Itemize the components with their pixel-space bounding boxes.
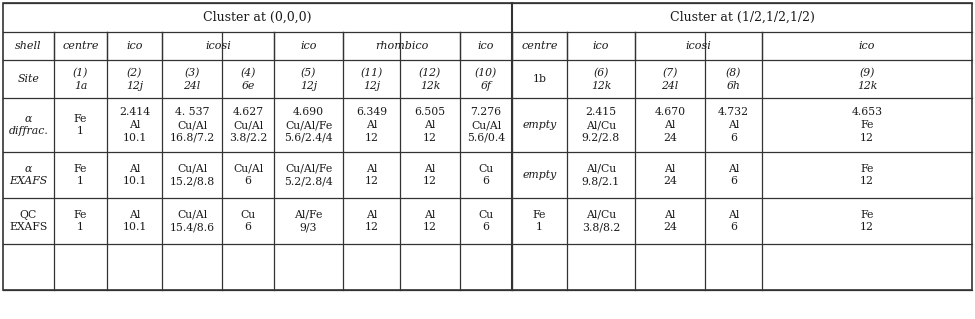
Text: Fe
1: Fe 1	[74, 114, 87, 137]
Text: (7)
24l: (7) 24l	[661, 67, 679, 91]
Text: 6.505
Al
12: 6.505 Al 12	[414, 107, 446, 143]
Text: Cu
6: Cu 6	[479, 210, 493, 233]
Text: 4.690
Cu/Al/Fe
5.6/2.4/4: 4.690 Cu/Al/Fe 5.6/2.4/4	[284, 107, 332, 143]
Text: empty: empty	[523, 120, 557, 130]
Text: (3)
24l: (3) 24l	[183, 67, 201, 91]
Bar	[3, 3, 972, 290]
Text: Cu/Al/Fe
5.2/2.8/4: Cu/Al/Fe 5.2/2.8/4	[284, 164, 332, 186]
Text: (10)
6f: (10) 6f	[475, 67, 497, 91]
Text: Cu
6: Cu 6	[479, 164, 493, 186]
Text: Al
10.1: Al 10.1	[122, 164, 146, 186]
Text: Al
6: Al 6	[727, 210, 739, 233]
Text: ico: ico	[126, 41, 142, 51]
Text: Al
12: Al 12	[365, 164, 378, 186]
Text: Cluster at (0,0,0): Cluster at (0,0,0)	[203, 11, 312, 24]
Text: Al
12: Al 12	[423, 164, 437, 186]
Text: (12)
12k: (12) 12k	[419, 67, 441, 91]
Text: Cu/Al
15.2/8.8: Cu/Al 15.2/8.8	[170, 164, 214, 186]
Text: QC
EXAFS: QC EXAFS	[10, 210, 48, 233]
Text: (11)
12j: (11) 12j	[361, 67, 382, 91]
Text: 4.670
Al
24: 4.670 Al 24	[654, 107, 685, 143]
Text: (4)
6e: (4) 6e	[240, 67, 255, 91]
Text: (2)
12j: (2) 12j	[126, 67, 143, 91]
Text: ico: ico	[593, 41, 609, 51]
Text: 4. 537
Cu/Al
16.8/7.2: 4. 537 Cu/Al 16.8/7.2	[170, 107, 214, 143]
Text: (1)
1a: (1) 1a	[73, 67, 88, 91]
Text: Al/Cu
3.8/8.2: Al/Cu 3.8/8.2	[582, 210, 620, 233]
Text: Cluster at (1/2,1/2,1/2): Cluster at (1/2,1/2,1/2)	[670, 11, 814, 24]
Text: 4.732
Al
6: 4.732 Al 6	[718, 107, 749, 143]
Text: icosi: icosi	[205, 41, 231, 51]
Text: Fe
1: Fe 1	[74, 164, 87, 186]
Text: 4.627
Cu/Al
3.8/2.2: 4.627 Cu/Al 3.8/2.2	[229, 107, 267, 143]
Text: Fe
1: Fe 1	[74, 210, 87, 233]
Text: Al
24: Al 24	[663, 164, 677, 186]
Text: Al
12: Al 12	[423, 210, 437, 233]
Text: Fe
12: Fe 12	[860, 210, 874, 233]
Text: 4.653
Fe
12: 4.653 Fe 12	[851, 107, 882, 143]
Text: (6)
12k: (6) 12k	[591, 67, 611, 91]
Text: rhombico: rhombico	[374, 41, 428, 51]
Text: centre: centre	[522, 41, 558, 51]
Text: Fe
12: Fe 12	[860, 164, 874, 186]
Text: 1b: 1b	[532, 74, 547, 84]
Text: (8)
6h: (8) 6h	[725, 67, 741, 91]
Text: 2.414
Al
10.1: 2.414 Al 10.1	[119, 107, 150, 143]
Text: Site: Site	[18, 74, 39, 84]
Text: Cu/Al
6: Cu/Al 6	[233, 164, 263, 186]
Text: Al
24: Al 24	[663, 210, 677, 233]
Text: centre: centre	[62, 41, 98, 51]
Text: α
diffrac.: α diffrac.	[9, 114, 49, 137]
Text: Al
10.1: Al 10.1	[122, 210, 146, 233]
Text: α
EXAFS: α EXAFS	[10, 164, 48, 186]
Text: ico: ico	[300, 41, 317, 51]
Text: Al
6: Al 6	[727, 164, 739, 186]
Text: ico: ico	[859, 41, 876, 51]
Text: Cu/Al
15.4/8.6: Cu/Al 15.4/8.6	[170, 210, 214, 233]
Text: ico: ico	[478, 41, 494, 51]
Text: Fe
1: Fe 1	[532, 210, 546, 233]
Text: Al/Fe
9/3: Al/Fe 9/3	[294, 210, 323, 233]
Text: empty: empty	[523, 170, 557, 180]
Text: Cu
6: Cu 6	[241, 210, 255, 233]
Text: 7.276
Cu/Al
5.6/0.4: 7.276 Cu/Al 5.6/0.4	[467, 107, 505, 143]
Text: (9)
12k: (9) 12k	[857, 67, 878, 91]
Text: Al/Cu
9.8/2.1: Al/Cu 9.8/2.1	[582, 164, 620, 186]
Text: 2.415
Al/Cu
9.2/2.8: 2.415 Al/Cu 9.2/2.8	[582, 107, 620, 143]
Text: shell: shell	[16, 41, 42, 51]
Text: icosi: icosi	[685, 41, 712, 51]
Text: Al
12: Al 12	[365, 210, 378, 233]
Text: (5)
12j: (5) 12j	[300, 67, 317, 91]
Text: 6.349
Al
12: 6.349 Al 12	[356, 107, 387, 143]
